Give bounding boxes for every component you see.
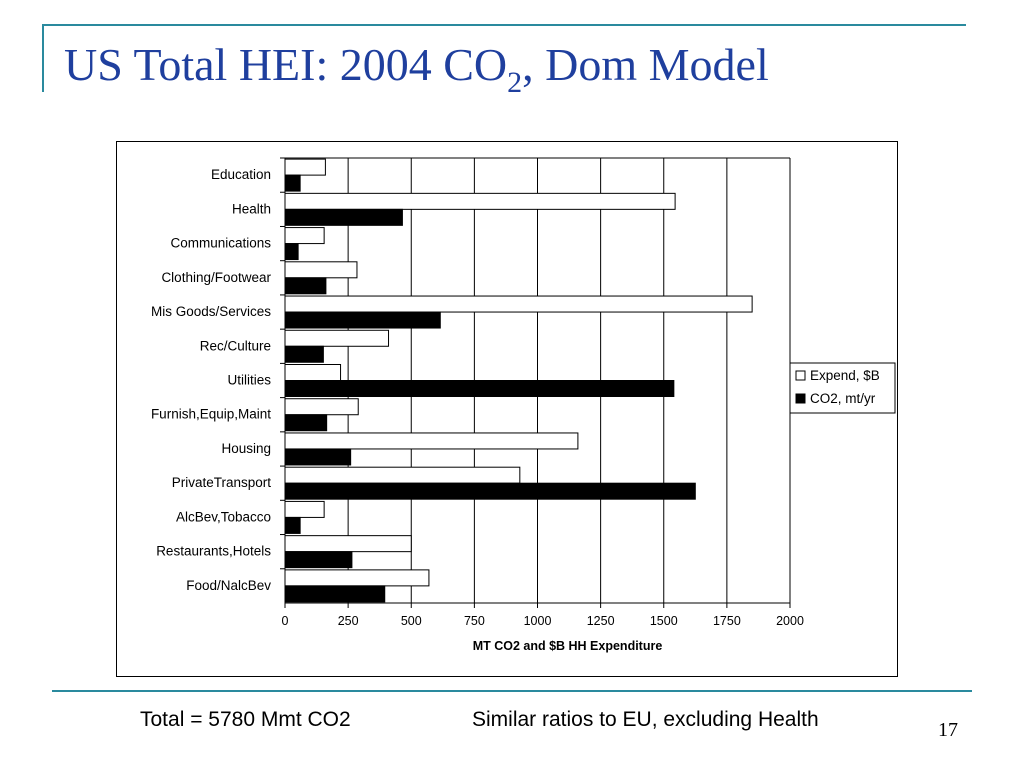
x-tick-label: 0: [282, 614, 289, 628]
bar-co2-mt-yr-furnish-equip-maint: [284, 414, 328, 432]
x-tick-label: 500: [401, 614, 422, 628]
category-label-education: Education: [211, 167, 271, 182]
bar-co2-mt-yr-mis-goods-services: [284, 311, 441, 329]
bar-expend-b-rec-culture: [284, 329, 390, 347]
x-tick-label: 750: [464, 614, 485, 628]
slide-title: US Total HEI: 2004 CO2, Dom Model: [64, 38, 769, 99]
legend-box: [789, 362, 896, 414]
bar-co2-mt-yr-housing: [284, 448, 352, 466]
category-label-food-nalcbev: Food/NalcBev: [186, 578, 271, 593]
bar-co2-mt-yr-utilities: [284, 380, 675, 397]
x-axis-title: MT CO2 and $B HH Expenditure: [473, 639, 663, 653]
slide-title-end: , Dom Model: [522, 39, 769, 90]
bar-expend-b-utilities: [284, 364, 342, 381]
bar-expend-b-communications: [284, 227, 325, 245]
category-label-alcbev-tobacco: AlcBev,Tobacco: [176, 509, 271, 524]
x-tick-label: 1000: [524, 614, 552, 628]
slide-title-main: US Total HEI: 2004 CO: [64, 39, 508, 90]
bar-expend-b-food-nalcbev: [284, 569, 430, 587]
category-label-utilities: Utilities: [227, 373, 271, 388]
bar-co2-mt-yr-alcbev-tobacco: [284, 516, 301, 534]
category-label-rec-culture: Rec/Culture: [200, 338, 271, 353]
bar-expend-b-restaurants-hotels: [284, 535, 412, 553]
bottom-accent-line: [52, 690, 972, 692]
x-tick-label: 1500: [650, 614, 678, 628]
bar-co2-mt-yr-food-nalcbev: [284, 585, 386, 603]
footer-note: Similar ratios to EU, excluding Health: [472, 708, 819, 731]
x-tick-label: 2000: [776, 614, 804, 628]
title-accent-line: [42, 24, 44, 92]
category-label-furnish-equip-maint: Furnish,Equip,Maint: [151, 407, 271, 422]
top-accent-line: [42, 24, 966, 26]
bar-expend-b-privatetransport: [284, 466, 521, 484]
bar-expend-b-education: [284, 158, 326, 176]
x-tick-label: 1250: [587, 614, 615, 628]
bar-co2-mt-yr-communications: [284, 243, 299, 261]
bar-co2-mt-yr-health: [284, 208, 403, 226]
category-label-clothing-footwear: Clothing/Footwear: [161, 270, 271, 285]
category-label-communications: Communications: [170, 236, 271, 251]
category-label-privatetransport: PrivateTransport: [172, 475, 272, 490]
bar-co2-mt-yr-clothing-footwear: [284, 277, 327, 295]
footer-total: Total = 5780 Mmt CO2: [140, 708, 351, 731]
category-label-housing: Housing: [221, 441, 271, 456]
bar-co2-mt-yr-education: [284, 174, 301, 192]
legend-label-expend-b: Expend, $B: [810, 368, 880, 383]
bar-expend-b-clothing-footwear: [284, 261, 358, 279]
legend-label-co2-mt-yr: CO2, mt/yr: [810, 391, 876, 406]
legend-swatch-expend-b: [795, 370, 806, 381]
category-label-mis-goods-services: Mis Goods/Services: [151, 304, 271, 319]
category-label-restaurants-hotels: Restaurants,Hotels: [156, 544, 271, 559]
page-number: 17: [938, 719, 958, 741]
bar-co2-mt-yr-privatetransport: [284, 482, 696, 500]
bar-expend-b-furnish-equip-maint: [284, 398, 359, 416]
x-tick-label: 250: [338, 614, 359, 628]
category-label-health: Health: [232, 201, 271, 216]
bar-expend-b-mis-goods-services: [284, 295, 753, 313]
bar-co2-mt-yr-restaurants-hotels: [284, 551, 353, 569]
bar-expend-b-housing: [284, 432, 579, 450]
slide-title-subscript: 2: [507, 66, 523, 99]
legend-swatch-co2-mt-yr: [795, 393, 806, 404]
bar-co2-mt-yr-rec-culture: [284, 345, 324, 363]
x-tick-label: 1750: [713, 614, 741, 628]
bar-expend-b-alcbev-tobacco: [284, 500, 325, 518]
bar-chart: 0 250 500 750 1000 1250 1500 1750 2000 Education H…: [151, 157, 896, 653]
bar-expend-b-health: [284, 192, 676, 210]
